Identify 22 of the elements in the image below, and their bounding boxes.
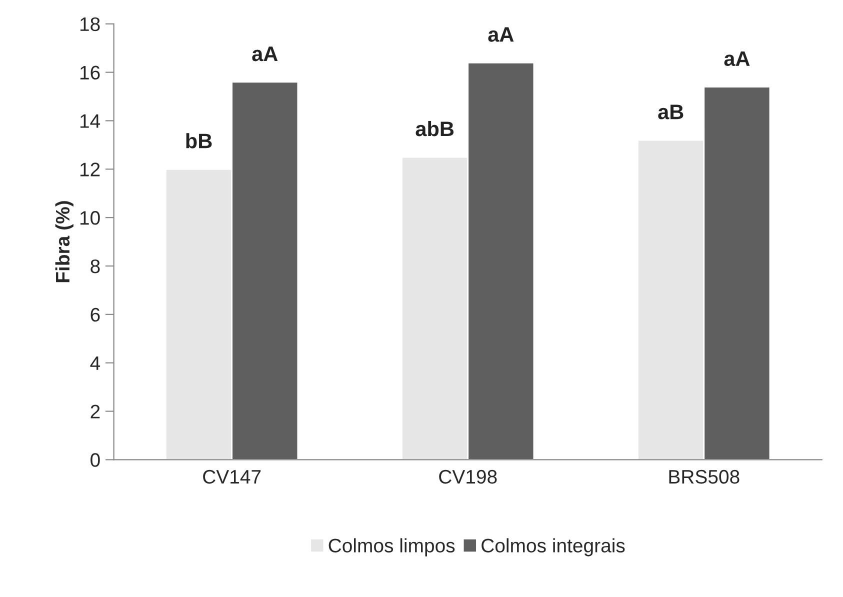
y-tick-label: 8 [90,259,100,274]
data-label: aA [488,27,514,42]
y-tick-label: 14 [80,114,100,128]
x-tick-label: CV147 [203,470,261,484]
data-label: aA [724,52,750,66]
y-tick-label: 4 [90,356,100,370]
y-tick-label: 18 [80,17,100,32]
y-tick-label: 2 [90,404,100,418]
x-tick-label: CV198 [439,470,497,484]
data-label: bB [186,133,212,148]
legend-label: Colmos integrais [482,538,625,556]
y-tick-label: 10 [80,211,100,225]
y-axis-title: Fibra (%) [55,201,74,282]
y-tick-label: 16 [80,66,100,80]
y-tick-label: 0 [90,453,100,467]
x-tick-label: BRS508 [669,470,740,484]
data-label: aB [658,104,684,120]
y-tick-label: 6 [90,308,100,322]
data-label: abB [416,120,454,136]
data-label: aA [252,46,278,62]
y-tick-label: 12 [80,162,100,176]
legend-label: Colmos limpos [328,538,455,556]
